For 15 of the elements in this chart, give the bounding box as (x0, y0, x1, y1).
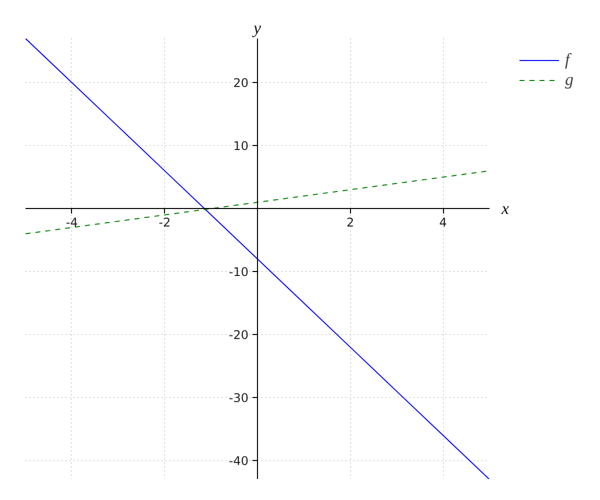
y-tick-label: 20 (233, 76, 249, 90)
y-tick-label: 10 (233, 139, 249, 154)
x-axis-title: x (500, 199, 510, 218)
y-axis-title: y (252, 18, 262, 38)
y-tick-label: -20 (228, 328, 249, 342)
x-tick-label: -2 (158, 216, 171, 230)
x-tick-label: -4 (66, 216, 78, 230)
line-series (26, 38, 490, 479)
x-tick-label: 2 (346, 216, 354, 230)
x-tick-label: 4 (439, 216, 447, 230)
legend-label: f (565, 50, 573, 70)
y-tick-label: -10 (228, 265, 249, 280)
legend-label: g (565, 70, 574, 90)
y-tick-label: -30 (228, 391, 249, 406)
y-tick-label: -40 (228, 454, 249, 468)
